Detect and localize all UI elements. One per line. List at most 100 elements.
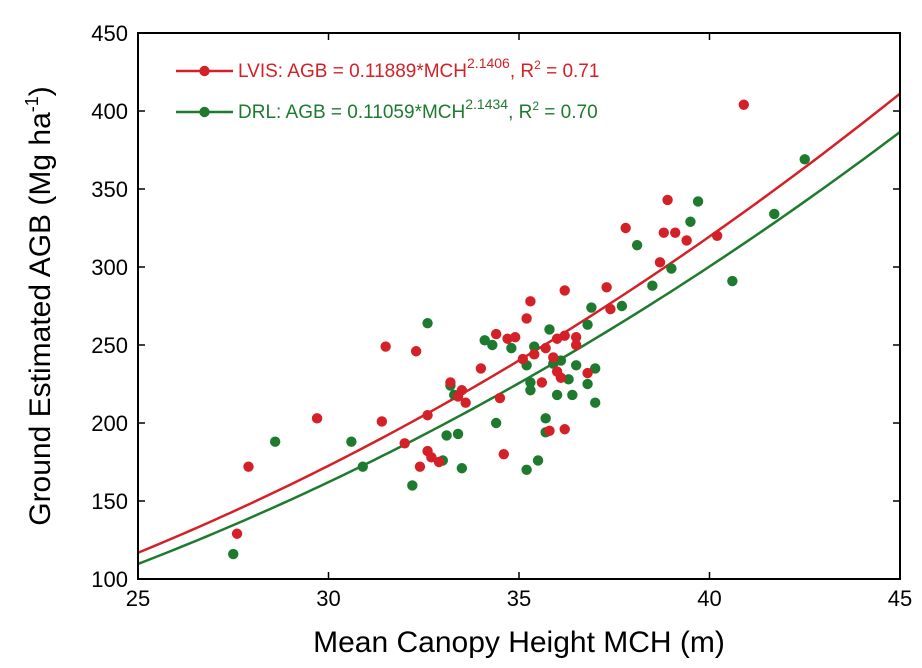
- point-lvis: [570, 332, 582, 343]
- point-drl: [727, 275, 738, 287]
- legend-label-part: 2.1434: [465, 96, 508, 112]
- point-lvis: [456, 385, 468, 396]
- legend-label-part: 2: [534, 58, 541, 72]
- legend-label-part: 2: [532, 99, 539, 113]
- x-tick-label: 25: [126, 586, 150, 611]
- point-lvis: [658, 227, 669, 238]
- point-drl: [685, 216, 696, 227]
- y-tick-label: 450: [91, 21, 128, 46]
- legend-label-lvis: LVIS: AGB = 0.11889*MCH2.1406, R2 = 0.71: [238, 55, 599, 82]
- point-drl: [590, 397, 601, 408]
- point-drl: [692, 196, 704, 207]
- point-lvis: [738, 99, 749, 110]
- point-drl: [570, 360, 582, 371]
- point-lvis: [525, 296, 536, 307]
- point-lvis: [311, 413, 323, 424]
- point-drl: [616, 300, 628, 312]
- legend-label-part: = 0.70: [539, 102, 598, 123]
- point-lvis: [570, 339, 582, 351]
- point-drl: [666, 263, 677, 274]
- point-drl: [540, 413, 551, 424]
- point-lvis: [711, 230, 723, 241]
- point-drl: [228, 548, 239, 560]
- legend-label-part: DRL: AGB = 0.11059*MCH: [238, 102, 465, 123]
- point-drl: [407, 480, 418, 491]
- point-lvis: [433, 456, 445, 468]
- point-drl: [452, 428, 464, 440]
- point-lvis: [601, 282, 612, 293]
- y-axis-title-main: Ground Estimated AGB (Mg ha: [24, 112, 57, 526]
- point-lvis: [662, 194, 673, 206]
- y-tick-label: 300: [91, 255, 128, 280]
- point-drl: [422, 317, 433, 329]
- point-lvis: [540, 342, 551, 354]
- point-drl: [551, 389, 563, 401]
- point-lvis: [498, 449, 509, 460]
- point-lvis: [494, 392, 506, 404]
- point-drl: [525, 377, 536, 388]
- legend-label-part: , R: [510, 61, 534, 82]
- y-tick-label: 350: [91, 177, 128, 202]
- point-lvis: [475, 363, 487, 374]
- legend-marker-drl: [199, 106, 210, 118]
- point-drl: [456, 463, 468, 474]
- legend-label-part: , R: [508, 102, 532, 123]
- point-lvis: [509, 332, 521, 343]
- point-lvis: [536, 377, 548, 388]
- legend-label-part: 2.1406: [467, 55, 510, 71]
- y-tick-label: 250: [91, 333, 128, 358]
- point-drl: [441, 430, 452, 441]
- point-drl: [582, 378, 593, 390]
- point-drl: [506, 342, 517, 354]
- y-axis-title-close: ): [24, 86, 57, 96]
- y-tick-label: 150: [91, 489, 128, 514]
- point-lvis: [380, 341, 391, 352]
- legend-label-part: LVIS: AGB = 0.11889*MCH: [238, 61, 467, 82]
- point-drl: [529, 341, 540, 352]
- point-lvis: [243, 461, 254, 472]
- point-lvis: [605, 303, 616, 315]
- y-axis-title-superscript: -1: [22, 96, 42, 112]
- point-drl: [532, 455, 544, 466]
- point-drl: [487, 339, 498, 351]
- point-drl: [647, 280, 658, 291]
- data-points: [228, 99, 810, 560]
- point-drl: [590, 363, 601, 374]
- axis-ticks: [137, 32, 901, 580]
- fit-line-drl: [137, 130, 901, 566]
- point-drl: [479, 335, 490, 346]
- x-tick-label: 30: [316, 586, 340, 611]
- point-drl: [631, 239, 643, 251]
- legend: LVIS: AGB = 0.11889*MCH2.1406, R2 = 0.71…: [176, 55, 599, 123]
- point-lvis: [414, 461, 426, 472]
- y-tick-label: 400: [91, 99, 128, 124]
- point-lvis: [490, 328, 502, 340]
- y-tick-label: 200: [91, 411, 128, 436]
- point-lvis: [620, 222, 631, 234]
- point-lvis: [681, 235, 692, 246]
- point-lvis: [654, 257, 666, 268]
- point-lvis: [521, 313, 532, 324]
- point-drl: [521, 464, 532, 475]
- x-axis-title: Mean Canopy Height MCH (m): [313, 626, 725, 659]
- x-tick-label: 45: [888, 586, 912, 611]
- point-lvis: [422, 410, 433, 421]
- point-drl: [269, 436, 281, 447]
- point-lvis: [559, 330, 570, 341]
- point-drl: [799, 154, 810, 165]
- legend-label-part: = 0.71: [541, 61, 600, 82]
- point-drl: [567, 389, 578, 401]
- point-drl: [346, 436, 357, 447]
- legend-marker-lvis: [199, 65, 210, 77]
- x-tick-label: 40: [697, 586, 721, 611]
- point-lvis: [426, 452, 437, 463]
- point-drl: [544, 324, 555, 335]
- point-drl: [490, 417, 502, 429]
- point-lvis: [376, 416, 388, 427]
- point-lvis: [445, 377, 456, 388]
- point-lvis: [544, 425, 555, 436]
- point-drl: [357, 461, 368, 472]
- point-lvis: [529, 349, 540, 360]
- y-axis-title: Ground Estimated AGB (Mg ha-1): [22, 86, 57, 526]
- point-drl: [525, 385, 536, 396]
